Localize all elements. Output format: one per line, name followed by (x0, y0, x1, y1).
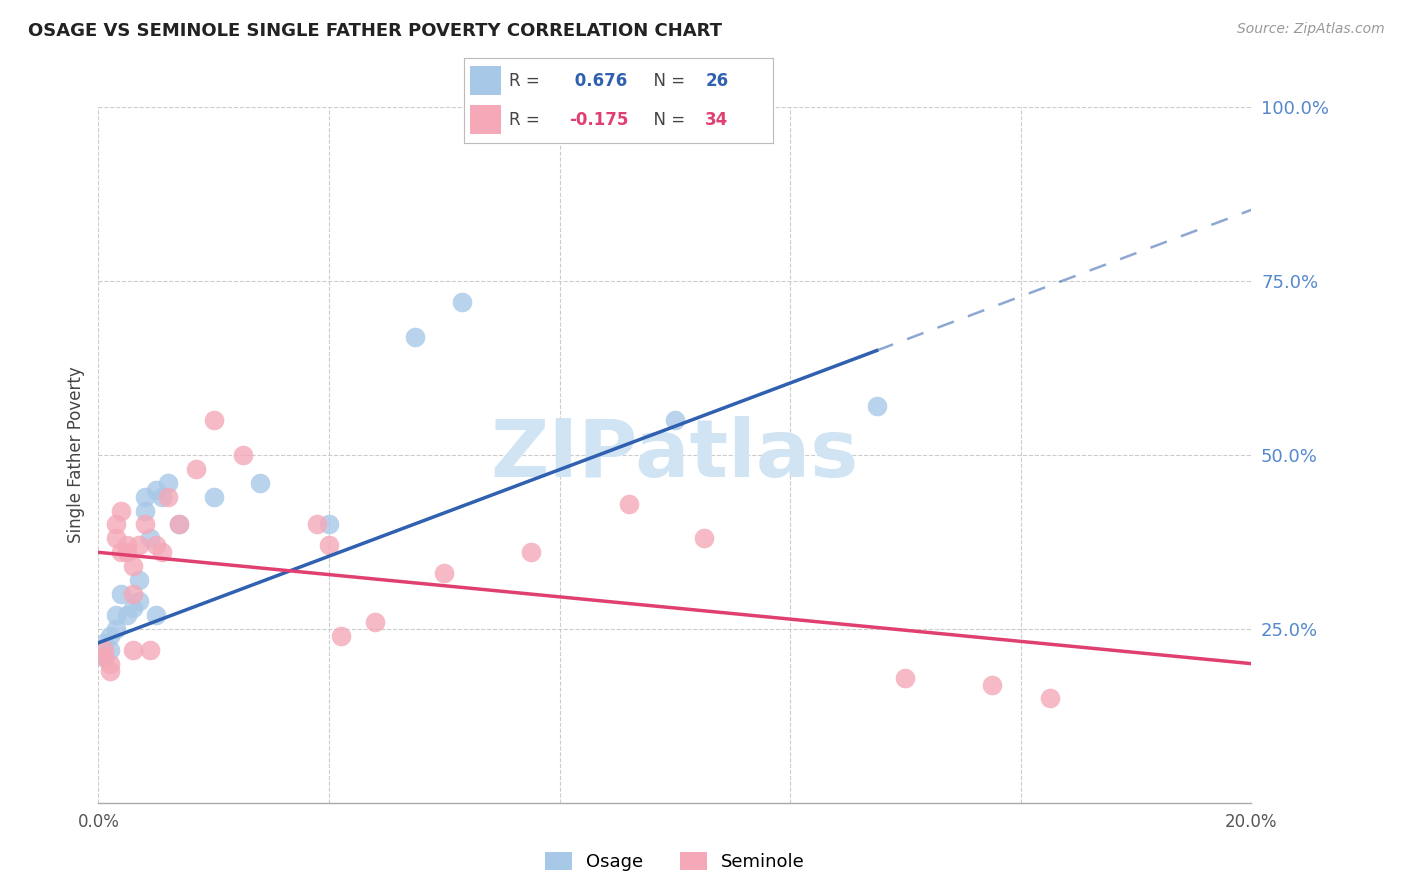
Point (122, 642, 145, 657)
Point (117, 545, 138, 559)
Point (93, 649, 115, 664)
Point (231, 448, 254, 462)
Point (110, 587, 132, 601)
Point (693, 532, 716, 546)
Text: 34: 34 (706, 111, 728, 128)
FancyBboxPatch shape (470, 105, 501, 134)
Point (122, 587, 145, 601)
Point (150, 490, 173, 504)
Point (98, 642, 121, 657)
Point (104, 622, 127, 636)
Point (167, 517, 190, 532)
Point (98, 629, 121, 643)
Point (981, 677, 1004, 691)
Point (617, 497, 640, 511)
Y-axis label: Single Father Poverty: Single Father Poverty (66, 367, 84, 543)
Point (307, 517, 329, 532)
Point (122, 601, 145, 615)
Point (122, 559, 145, 574)
Point (104, 532, 127, 546)
Point (1038, 691, 1062, 706)
Point (145, 538, 167, 552)
Point (110, 503, 132, 517)
Text: Source: ZipAtlas.com: Source: ZipAtlas.com (1237, 22, 1385, 37)
Point (202, 490, 225, 504)
Text: 26: 26 (706, 72, 728, 90)
Text: N =: N = (644, 111, 690, 128)
Point (318, 538, 340, 552)
Point (117, 607, 138, 622)
Point (110, 545, 132, 559)
Point (145, 607, 167, 622)
Point (249, 475, 271, 490)
Point (139, 532, 162, 546)
Point (93, 649, 115, 664)
Point (128, 573, 150, 587)
Point (318, 517, 340, 532)
Point (186, 462, 208, 476)
Point (364, 615, 387, 629)
Point (134, 517, 156, 532)
Point (450, 294, 472, 309)
Point (520, 545, 543, 559)
Point (894, 671, 917, 685)
Text: R =: R = (509, 111, 546, 128)
Point (150, 545, 173, 559)
Point (98, 657, 121, 671)
FancyBboxPatch shape (470, 67, 501, 95)
Point (117, 538, 138, 552)
Point (167, 517, 190, 532)
Point (139, 642, 162, 657)
Point (664, 413, 686, 427)
Point (433, 566, 456, 581)
Point (93, 636, 115, 650)
Point (104, 517, 127, 532)
Point (145, 483, 167, 497)
Text: N =: N = (644, 72, 690, 90)
Point (98, 664, 121, 678)
Point (128, 538, 150, 552)
Text: -0.175: -0.175 (569, 111, 628, 128)
Point (866, 399, 889, 413)
Legend: Osage, Seminole: Osage, Seminole (537, 845, 813, 879)
Point (202, 413, 225, 427)
Text: R =: R = (509, 72, 546, 90)
Point (156, 490, 179, 504)
Point (128, 594, 150, 608)
Text: 0.676: 0.676 (569, 72, 627, 90)
Point (329, 629, 352, 643)
Point (156, 475, 179, 490)
Text: OSAGE VS SEMINOLE SINGLE FATHER POVERTY CORRELATION CHART: OSAGE VS SEMINOLE SINGLE FATHER POVERTY … (28, 22, 723, 40)
Point (93, 642, 115, 657)
Point (134, 503, 156, 517)
Point (134, 490, 156, 504)
Point (104, 607, 127, 622)
Text: ZIPatlas: ZIPatlas (491, 416, 859, 494)
Point (405, 329, 427, 343)
